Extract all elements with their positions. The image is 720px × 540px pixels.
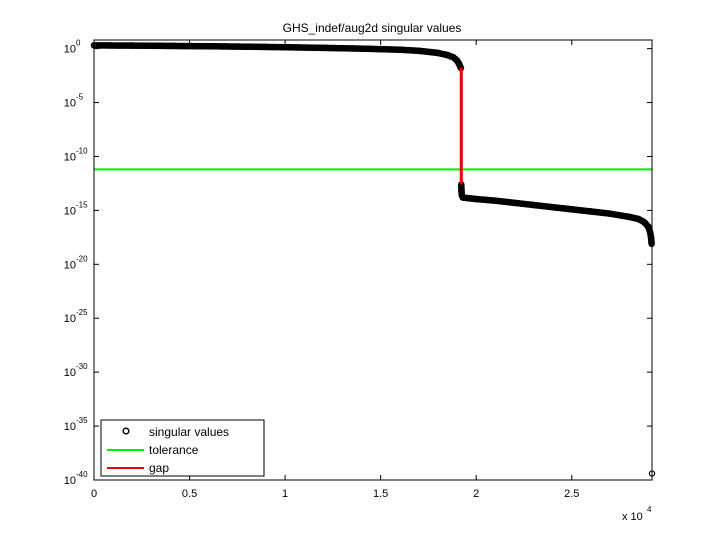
y-tick-exponent: -20 xyxy=(76,254,88,263)
x-multiplier-exponent: 4 xyxy=(647,505,652,514)
y-tick-label: 10 xyxy=(64,44,76,56)
y-tick-label: 10 xyxy=(64,259,76,271)
legend-label: tolerance xyxy=(149,443,199,457)
y-tick-exponent: -40 xyxy=(76,470,88,479)
x-tick-label: 1 xyxy=(282,488,288,500)
y-tick-label: 10 xyxy=(64,205,76,217)
y-tick-label: 10 xyxy=(64,367,76,379)
axis-ticks: 10010-510-1010-1510-2010-2510-3010-3510-… xyxy=(64,39,652,523)
legend-marker xyxy=(122,427,130,435)
x-tick-label: 0.5 xyxy=(182,488,197,500)
x-tick-label: 2.5 xyxy=(564,488,579,500)
y-tick-exponent: -25 xyxy=(76,308,88,317)
plot-area xyxy=(90,42,656,477)
plot-frame xyxy=(93,39,653,481)
y-tick-label: 10 xyxy=(64,313,76,325)
series-singular-values xyxy=(90,42,656,477)
y-tick-exponent: -5 xyxy=(76,93,84,102)
y-tick-exponent: -15 xyxy=(76,200,88,209)
y-tick-exponent: 0 xyxy=(76,39,81,48)
y-tick-label: 10 xyxy=(64,151,76,163)
legend: singular values tolerance gap xyxy=(100,419,265,477)
x-tick-label: 0 xyxy=(91,488,97,500)
x-tick-label: 2 xyxy=(473,488,479,500)
x-tick-label: 1.5 xyxy=(373,488,388,500)
x-multiplier: x 10 xyxy=(622,511,643,523)
y-tick-exponent: -35 xyxy=(76,416,88,425)
y-tick-exponent: -10 xyxy=(76,146,88,155)
legend-label: gap xyxy=(149,461,169,475)
y-tick-label: 10 xyxy=(64,421,76,433)
y-tick-label: 10 xyxy=(64,475,76,487)
legend-label: singular values xyxy=(149,425,229,439)
chart-title: GHS_indef/aug2d singular values xyxy=(283,21,462,35)
y-tick-exponent: -30 xyxy=(76,362,88,371)
y-tick-label: 10 xyxy=(64,98,76,110)
